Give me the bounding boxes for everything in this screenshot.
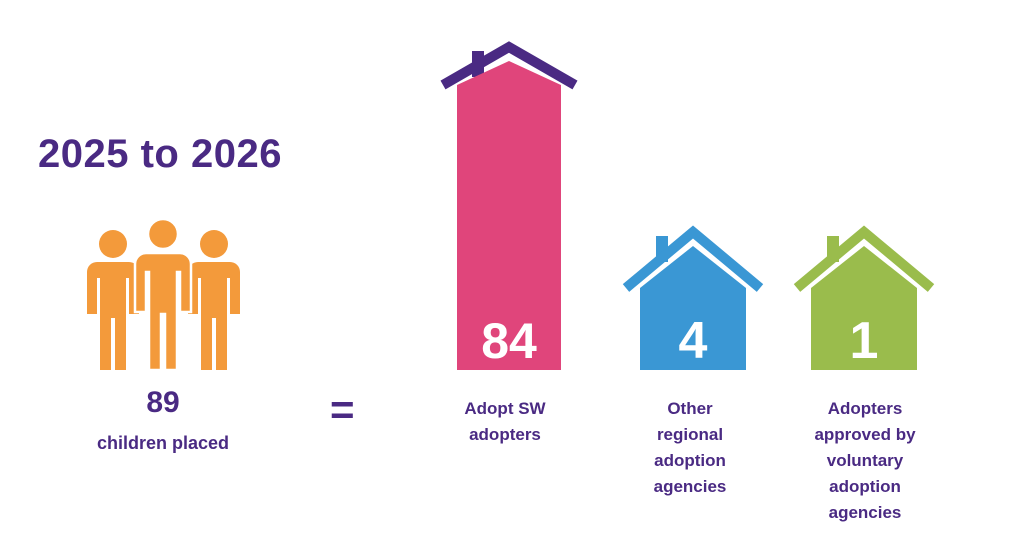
- bar-0: [457, 61, 561, 370]
- bar-value-label-1: 4: [679, 312, 708, 370]
- bar-1: [640, 246, 746, 370]
- child-figure-right-icon: [188, 230, 240, 370]
- category-label-adopt-sw: Adopt SW adopters: [464, 399, 546, 444]
- child-figure-center-icon: [133, 217, 193, 372]
- total-children-label: children placed: [96, 433, 230, 453]
- bar-value-label-0: 84: [481, 313, 537, 369]
- bar-house-2: 1: [793, 225, 935, 370]
- total-children-value: 89: [146, 386, 180, 419]
- roof-2: [793, 225, 935, 292]
- bar-house-1: 4: [622, 225, 764, 370]
- category-label-other-regional: Other regional adoption agencies: [653, 399, 727, 496]
- bar-value-label-2: 1: [850, 312, 879, 370]
- bar-house-0: 84: [440, 41, 578, 370]
- roof-0: [440, 41, 578, 90]
- bar-2: [811, 246, 917, 370]
- roof-1: [622, 225, 764, 292]
- child-figure-left-icon: [87, 230, 139, 370]
- chart-title: 2025 to 2026: [38, 132, 282, 176]
- equals-sign: =: [330, 386, 355, 433]
- category-label-voluntary: Adopters approved by voluntary adoption agen…: [814, 399, 916, 522]
